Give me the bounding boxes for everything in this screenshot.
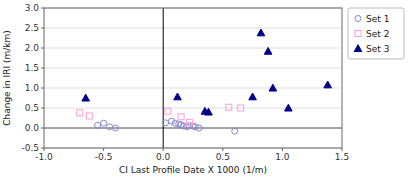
grid-line xyxy=(44,108,342,109)
point xyxy=(196,125,202,131)
legend-label: Set 1 xyxy=(366,14,389,24)
point xyxy=(86,113,92,119)
grid-line xyxy=(44,48,342,49)
reference-line-x xyxy=(163,8,164,148)
point xyxy=(238,105,244,111)
legend: Set 1 Set 2 Set 3 xyxy=(348,8,404,59)
point xyxy=(165,108,171,114)
y-tick-label: 1.5 xyxy=(25,63,39,73)
legend-marker xyxy=(355,31,361,37)
point xyxy=(226,104,232,110)
point xyxy=(324,81,332,88)
y-tick-label: 0.5 xyxy=(25,103,39,113)
point xyxy=(113,125,119,131)
point xyxy=(77,110,83,116)
y-axis-label: Change in IRI (m/km) xyxy=(2,30,12,126)
y-tick-label: 3.0 xyxy=(25,3,40,13)
point xyxy=(285,104,293,111)
x-axis-label: CI Last Profile Date X 1000 (1/m) xyxy=(119,165,267,175)
point xyxy=(101,120,107,126)
y-tick-label: 0.0 xyxy=(25,123,40,133)
legend-label: Set 3 xyxy=(366,44,389,54)
point xyxy=(192,124,198,130)
point xyxy=(205,108,213,115)
point xyxy=(264,47,272,54)
grid-line xyxy=(44,68,342,69)
grid-line xyxy=(44,88,342,89)
legend-box xyxy=(348,8,404,59)
point xyxy=(186,119,192,125)
x-tick-label: 1.0 xyxy=(275,152,290,162)
legend-marker xyxy=(355,16,361,22)
points xyxy=(77,29,332,134)
grid-line xyxy=(44,28,342,29)
legend-label: Set 2 xyxy=(366,29,389,39)
point xyxy=(174,93,182,100)
plot-frame xyxy=(44,8,342,148)
y-tick-label: 2.5 xyxy=(25,23,39,33)
point xyxy=(82,94,90,101)
point xyxy=(232,128,238,134)
point xyxy=(169,118,175,124)
point xyxy=(257,29,265,36)
legend-marker xyxy=(354,45,362,52)
x-tick-label: 0.5 xyxy=(216,152,230,162)
y-tick-label: 1.0 xyxy=(25,83,40,93)
chart: -0.50.00.51.01.52.02.53.0-1.0-0.50.00.51… xyxy=(0,0,408,178)
x-tick-label: 1.5 xyxy=(335,152,349,162)
point xyxy=(249,93,257,100)
x-tick-label: -0.5 xyxy=(95,152,113,162)
x-tick-label: 0.0 xyxy=(156,152,171,162)
point xyxy=(178,114,184,120)
point xyxy=(95,122,101,128)
point xyxy=(269,84,277,91)
y-tick-label: 2.0 xyxy=(25,43,40,53)
x-tick-label: -1.0 xyxy=(35,152,53,162)
point xyxy=(163,120,169,126)
point xyxy=(107,124,113,130)
